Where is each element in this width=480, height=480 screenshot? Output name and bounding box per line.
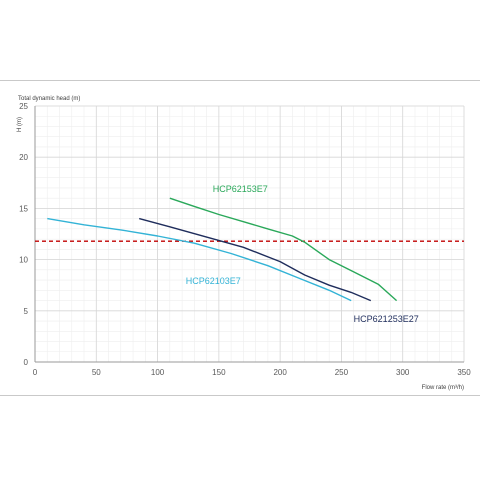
x-tick-label: 100 — [151, 368, 165, 377]
x-tick-label: 50 — [92, 368, 101, 377]
chart-frame — [0, 80, 480, 396]
x-axis-title: Flow rate (m³/h) — [422, 385, 464, 391]
series-labels: HCP62153E7 HCP621253E27 HCP62103E7 — [186, 184, 419, 324]
y-tick-label: 25 — [19, 102, 28, 111]
series-label-hcp62153e7: HCP62153E7 — [213, 184, 268, 194]
x-tick-label: 0 — [33, 368, 38, 377]
y-axis-side-label: H (m) — [17, 117, 23, 132]
series-group — [47, 197, 398, 302]
x-tick-label: 350 — [457, 368, 471, 377]
x-tick-label: 250 — [335, 368, 349, 377]
y-tick-label: 15 — [19, 204, 28, 213]
y-tick-label: 10 — [19, 256, 28, 265]
x-tick-label: 150 — [212, 368, 226, 377]
y-tick-label: 0 — [24, 358, 29, 367]
series-label-hcp62103e7: HCP62103E7 — [186, 276, 241, 286]
y-tick-labels: 0 5 10 15 20 25 — [19, 102, 28, 367]
series-line-hcp62153e7 — [169, 197, 398, 302]
axes — [34, 106, 464, 363]
series-line-hcp621253e27 — [139, 217, 372, 302]
x-tick-label: 200 — [273, 368, 287, 377]
series-line-hcp62103e7 — [47, 217, 352, 302]
series-label-hcp621253e27: HCP621253E27 — [354, 314, 419, 324]
x-tick-label: 300 — [396, 368, 410, 377]
x-tick-labels: 0 50 100 150 200 250 300 350 — [33, 368, 471, 377]
y-tick-label: 20 — [19, 153, 28, 162]
y-tick-label: 5 — [24, 307, 29, 316]
y-axis-title: Total dynamic head (m) — [18, 96, 80, 102]
